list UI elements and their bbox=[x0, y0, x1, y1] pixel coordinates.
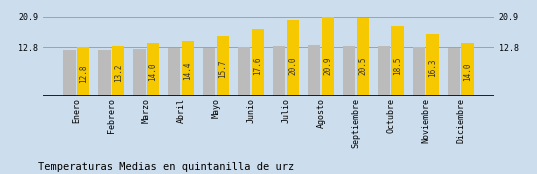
Text: Temperaturas Medias en quintanilla de urz: Temperaturas Medias en quintanilla de ur… bbox=[38, 162, 294, 172]
Bar bbox=[252, 29, 264, 96]
Text: 20.9: 20.9 bbox=[323, 56, 332, 75]
Bar bbox=[357, 18, 369, 96]
Bar bbox=[217, 36, 229, 96]
Bar bbox=[147, 43, 159, 96]
Bar bbox=[238, 47, 250, 96]
Bar bbox=[343, 46, 355, 96]
Text: 14.0: 14.0 bbox=[463, 63, 472, 81]
Text: 15.7: 15.7 bbox=[219, 60, 227, 78]
Bar bbox=[112, 46, 124, 96]
Bar bbox=[133, 49, 146, 96]
Text: 18.5: 18.5 bbox=[393, 56, 402, 75]
Text: 17.6: 17.6 bbox=[253, 56, 263, 75]
Bar bbox=[461, 43, 474, 96]
Bar bbox=[287, 20, 299, 96]
Bar bbox=[378, 46, 390, 96]
Text: 14.4: 14.4 bbox=[184, 62, 192, 80]
Bar bbox=[77, 47, 89, 96]
Text: 20.0: 20.0 bbox=[288, 56, 297, 75]
Text: 16.3: 16.3 bbox=[428, 59, 437, 77]
Bar bbox=[413, 47, 425, 96]
Text: 13.2: 13.2 bbox=[114, 64, 122, 82]
Bar bbox=[308, 45, 320, 96]
Bar bbox=[448, 48, 460, 96]
Bar bbox=[391, 26, 404, 96]
Bar bbox=[182, 41, 194, 96]
Bar bbox=[63, 50, 76, 96]
Text: 12.8: 12.8 bbox=[79, 65, 88, 83]
Bar bbox=[168, 48, 180, 96]
Bar bbox=[322, 17, 334, 96]
Bar bbox=[273, 46, 285, 96]
Text: 20.5: 20.5 bbox=[358, 56, 367, 75]
Text: 14.0: 14.0 bbox=[149, 63, 157, 81]
Bar bbox=[98, 50, 111, 96]
Bar bbox=[426, 34, 439, 96]
Bar bbox=[203, 48, 215, 96]
